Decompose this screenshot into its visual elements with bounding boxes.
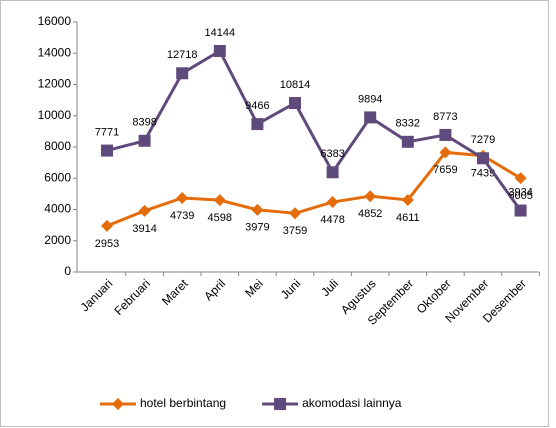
data-label: 9894 <box>358 93 382 105</box>
data-label: 3934 <box>508 186 532 198</box>
data-point <box>477 152 489 165</box>
data-point <box>514 204 527 217</box>
data-label: 4611 <box>396 212 420 224</box>
data-label: 8773 <box>433 111 457 123</box>
legend-label: akomodasi lainnya <box>302 396 402 410</box>
y-tick-label: 16000 <box>38 14 72 28</box>
y-tick-label: 12000 <box>38 77 72 91</box>
data-label: 14144 <box>205 27 236 39</box>
data-point <box>401 193 414 206</box>
data-label: 7771 <box>95 126 119 138</box>
data-point <box>101 219 113 232</box>
data-label: 3759 <box>283 225 307 237</box>
data-point <box>213 194 226 207</box>
data-label: 7659 <box>433 164 457 176</box>
data-point <box>138 204 151 217</box>
data-label: 6383 <box>320 148 344 160</box>
y-tick-label: 6000 <box>44 170 71 184</box>
data-label: 8332 <box>396 118 420 130</box>
y-tick-label: 0 <box>64 264 71 278</box>
data-point <box>364 111 377 124</box>
data-label: 7439 <box>471 168 495 180</box>
data-label: 7279 <box>471 134 495 146</box>
data-point <box>251 118 264 131</box>
data-point <box>176 67 189 80</box>
data-label: 10814 <box>280 79 311 91</box>
data-point <box>176 191 189 204</box>
data-label: 8398 <box>132 117 156 129</box>
data-point <box>326 166 339 179</box>
data-label: 4852 <box>358 208 382 220</box>
data-label: 2953 <box>95 238 119 250</box>
data-point <box>439 128 452 141</box>
legend-label: hotel berbintang <box>140 396 226 410</box>
data-point <box>364 190 377 203</box>
data-label: 3979 <box>245 222 269 234</box>
data-label: 3914 <box>132 223 156 235</box>
legend-marker <box>112 398 124 410</box>
data-label: 9466 <box>245 100 269 112</box>
y-tick-label: 2000 <box>44 233 71 247</box>
data-label: 6005 <box>508 190 532 202</box>
series-line <box>106 48 522 212</box>
series-line <box>106 150 522 228</box>
data-point <box>401 135 414 148</box>
data-point <box>138 134 151 147</box>
data-point <box>289 207 301 220</box>
data-point <box>289 97 301 110</box>
data-point <box>101 144 113 157</box>
data-point <box>213 45 226 57</box>
legend-marker <box>274 398 287 410</box>
data-point <box>514 172 527 185</box>
data-label: 4739 <box>170 210 194 222</box>
y-tick-label: 4000 <box>44 202 71 216</box>
data-point <box>439 146 452 159</box>
data-label: 12718 <box>167 49 198 61</box>
data-point <box>326 196 339 209</box>
y-tick-label: 14000 <box>38 45 72 59</box>
y-tick-label: 10000 <box>38 108 72 122</box>
data-point <box>251 203 264 216</box>
y-tick-label: 8000 <box>44 139 71 153</box>
data-label: 4478 <box>320 214 344 226</box>
data-label: 4598 <box>208 212 232 224</box>
